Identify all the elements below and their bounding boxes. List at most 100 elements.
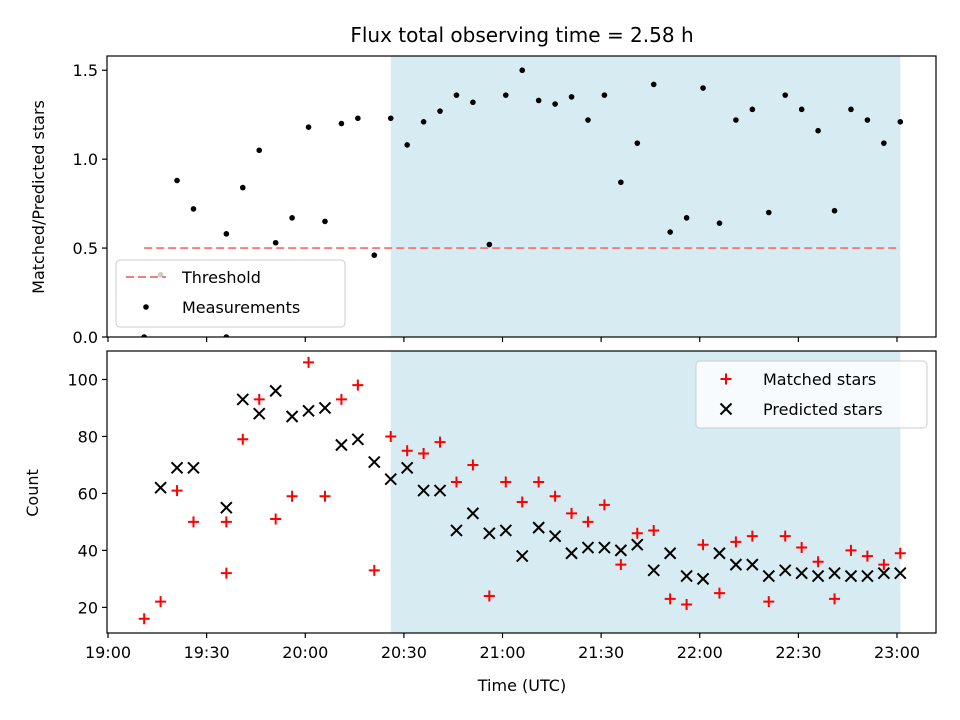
measurement-point xyxy=(683,215,690,221)
legend-matched-label: Matched stars xyxy=(763,370,876,389)
predicted-star-point xyxy=(795,566,808,580)
measurement-point xyxy=(700,85,706,91)
matched-star-point xyxy=(516,496,528,508)
bottom-axes-frame xyxy=(106,350,937,634)
matched-star-point xyxy=(533,476,545,488)
predicted-star-point xyxy=(762,569,775,583)
bottom-y-tick-label: 20 xyxy=(78,598,98,617)
measurement-point xyxy=(355,115,361,122)
measurement-point xyxy=(289,215,295,221)
measurement-point xyxy=(848,106,854,113)
measurement-point xyxy=(864,117,871,123)
measurement-point xyxy=(174,177,180,184)
predicted-star-point xyxy=(663,547,677,560)
predicted-star-point xyxy=(598,541,611,554)
measurement-point xyxy=(470,99,476,106)
top-axes-frame xyxy=(106,55,937,338)
measurement-point xyxy=(897,119,904,125)
predicted-star-point xyxy=(483,527,496,540)
measurement-point xyxy=(338,120,345,127)
matched-star-point xyxy=(566,507,578,519)
matched-star-point xyxy=(746,530,758,542)
predicted-star-point xyxy=(318,401,332,415)
measurement-point xyxy=(831,207,838,214)
measurement-point xyxy=(881,140,887,146)
matched-star-point xyxy=(878,559,890,571)
top-panel: 0.0 0.5 1.0 1.5 Threshold Measurements xyxy=(73,55,937,347)
measurement-point xyxy=(749,106,756,113)
measurement-point xyxy=(404,142,410,148)
measurement-point xyxy=(519,67,526,74)
measurement-point xyxy=(272,239,279,246)
matched-star-point xyxy=(138,613,150,625)
legend-measurements-label: Measurements xyxy=(182,298,300,317)
top-y-tick-label: 0.0 xyxy=(73,328,98,347)
measurement-point xyxy=(568,94,575,100)
measurement-point xyxy=(190,206,197,212)
matched-star-point xyxy=(220,567,232,579)
bottom-x-tick-label: 21:00 xyxy=(479,643,525,662)
predicted-star-point xyxy=(220,501,233,514)
predicted-star-point xyxy=(269,384,282,398)
measurement-point xyxy=(502,92,509,98)
predicted-star-point xyxy=(894,566,907,580)
matched-star-point xyxy=(681,599,693,611)
predicted-star-point xyxy=(713,547,726,560)
predicted-star-point xyxy=(187,461,200,474)
measurement-point xyxy=(618,179,624,186)
predicted-star-point xyxy=(384,472,397,486)
matched-star-point xyxy=(713,587,725,599)
predicted-star-point xyxy=(253,407,266,420)
top-y-axis-label: Matched/Predicted stars xyxy=(29,100,48,294)
predicted-star-point xyxy=(811,569,825,583)
measurement-point xyxy=(585,117,591,123)
predicted-star-point xyxy=(614,544,628,557)
matched-star-point xyxy=(779,530,791,542)
predicted-star-point xyxy=(729,558,743,571)
predicted-star-point xyxy=(499,524,512,537)
predicted-star-point xyxy=(877,566,891,580)
bottom-x-tick-label: 20:30 xyxy=(381,643,427,662)
legend-matched-marker xyxy=(720,373,732,385)
top-shaded-interval xyxy=(390,56,901,337)
legend-measurement-marker xyxy=(143,304,149,310)
measurement-point xyxy=(486,241,493,248)
bottom-legend-box xyxy=(695,360,928,429)
predicted-star-point xyxy=(565,547,578,560)
chart-title: Flux total observing time = 2.58 h xyxy=(350,23,693,47)
matched-star-point xyxy=(253,393,265,405)
predicted-star-point xyxy=(236,393,249,406)
bottom-y-tick-label: 60 xyxy=(78,484,98,503)
top-legend: Threshold Measurements xyxy=(115,259,346,328)
bottom-x-tick-label: 22:30 xyxy=(775,643,821,662)
bottom-y-tick-label: 40 xyxy=(78,541,98,560)
top-y-tick-label: 1.0 xyxy=(73,150,98,169)
predicted-star-point xyxy=(548,529,562,543)
bottom-y-axis-label: Count xyxy=(23,469,42,517)
matched-star-point xyxy=(187,516,199,528)
predicted-star-point xyxy=(466,507,480,520)
predicted-star-point xyxy=(400,461,414,474)
measurement-point xyxy=(782,92,789,98)
legend-predicted-label: Predicted stars xyxy=(763,400,883,419)
top-y-tick-label: 0.5 xyxy=(73,239,98,258)
bottom-x-tick-label: 19:00 xyxy=(85,643,131,662)
matched-star-point xyxy=(303,356,315,368)
matched-star-point xyxy=(631,527,643,539)
matched-star-point xyxy=(450,476,462,488)
measurement-point xyxy=(141,334,147,337)
predicted-star-point xyxy=(368,455,381,469)
matched-star-point xyxy=(829,593,841,605)
matched-star-point xyxy=(401,445,413,457)
measurement-point xyxy=(322,218,328,225)
legend-predicted-marker xyxy=(719,402,733,416)
matched-star-point xyxy=(171,485,183,497)
matched-star-point xyxy=(155,596,167,608)
measurement-point xyxy=(256,147,263,154)
predicted-star-point xyxy=(302,404,315,418)
measurement-point xyxy=(223,334,230,337)
matched-star-point xyxy=(861,550,873,562)
measurement-point xyxy=(387,115,394,122)
predicted-star-point xyxy=(351,433,365,446)
